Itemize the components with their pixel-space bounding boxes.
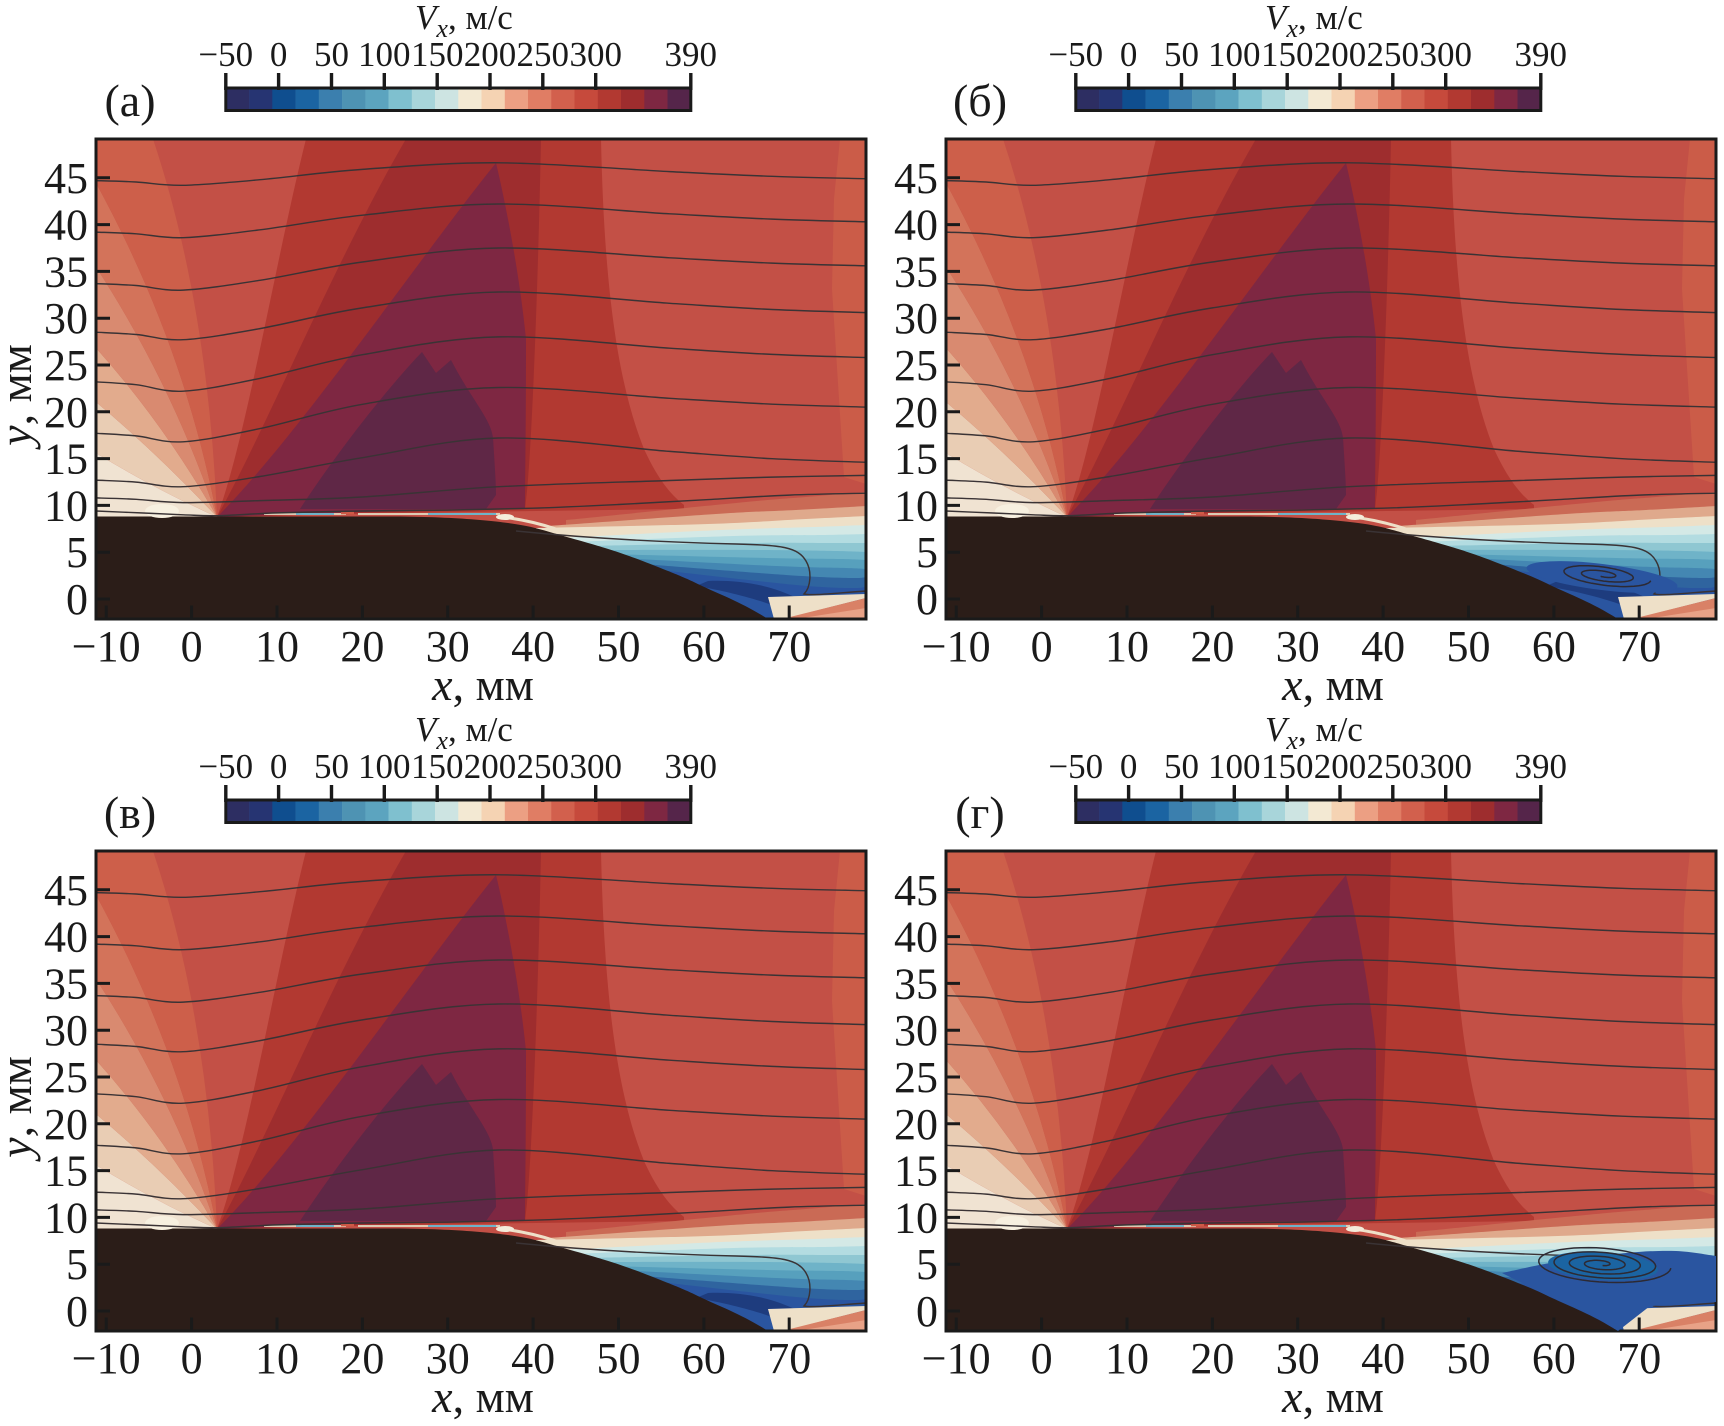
svg-text:(б): (б) [953,75,1007,126]
svg-text:y, мм: y, мм [0,344,41,450]
svg-text:(а): (а) [104,75,155,126]
svg-text:y, мм: y, мм [0,1056,41,1162]
svg-text:(в): (в) [104,787,156,838]
svg-text:(г): (г) [955,787,1005,838]
